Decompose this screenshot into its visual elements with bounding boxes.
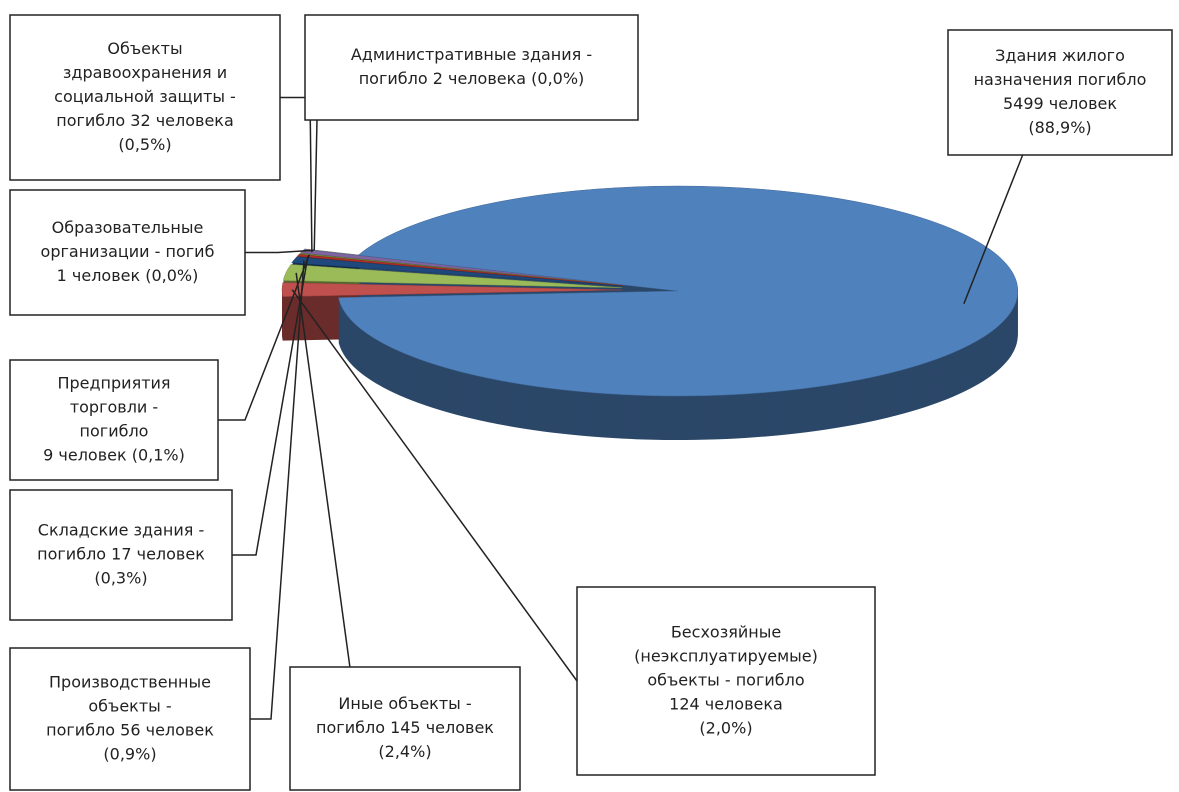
leader-line [245,249,315,254]
slice-label: (2,4%) [378,742,431,761]
slice-label: Производственные [49,673,211,692]
label-box [9,189,246,316]
slice [296,254,624,286]
slice [282,264,623,289]
leader-line [963,154,1024,305]
label-box [9,489,233,621]
slice-label: Административные здания - [351,45,592,64]
slice-label: погибло 17 человек [37,545,205,564]
slice-label: погибло 32 человека [56,111,234,130]
slice-label: Объекты [107,39,182,58]
leader-line [313,119,318,251]
slice-label: Предприятия [57,374,170,393]
slice-label: (2,0%) [699,719,752,738]
slice-label: погибло 56 человек [46,721,214,740]
slice-label: организации - погиб [41,242,215,261]
slice-label: объекты - погибло [647,671,804,690]
label-box [9,647,251,791]
slice-label: здравоохранения и [63,63,227,82]
leader-line [218,254,311,421]
label-box [289,666,521,791]
slice-label: погибло 2 человека (0,0%) [359,69,585,88]
slice [338,185,1019,397]
slice-label: Образовательные [52,218,204,237]
slice-label: Иные объекты - [338,694,471,713]
slice-label: торговли - [70,398,158,417]
leader-line [250,260,305,720]
slice-label: 5499 человек [1003,94,1117,113]
leader-line [291,289,578,682]
slice-label: (неэксплуатируемые) [634,647,818,666]
slice-label: (0,9%) [103,745,156,764]
slice-label: (0,3%) [94,569,147,588]
slice-label: 1 человек (0,0%) [57,266,199,285]
label-box [9,359,219,481]
slice-label: погибло [80,422,149,441]
label-box [9,14,281,181]
label-box [947,29,1173,156]
label-box [576,586,876,776]
slice-label: объекты - [88,697,171,716]
slice-label: 9 человек (0,1%) [43,446,185,465]
slice-label: (88,9%) [1028,118,1091,137]
slice-label: (0,5%) [118,135,171,154]
slice-label: Бесхозяйные [671,623,781,642]
slice [291,256,624,287]
slice-label: социальной защиты - [54,87,236,106]
slice-label: Здания жилого [995,46,1125,65]
slice-label: 124 человека [669,695,783,714]
label-box [304,14,639,121]
slice [281,282,623,297]
slice-label: назначения погибло [974,70,1147,89]
leader-line [232,256,309,556]
slice-label: погибло 145 человек [316,718,494,737]
slice-label: Складские здания - [38,521,204,540]
